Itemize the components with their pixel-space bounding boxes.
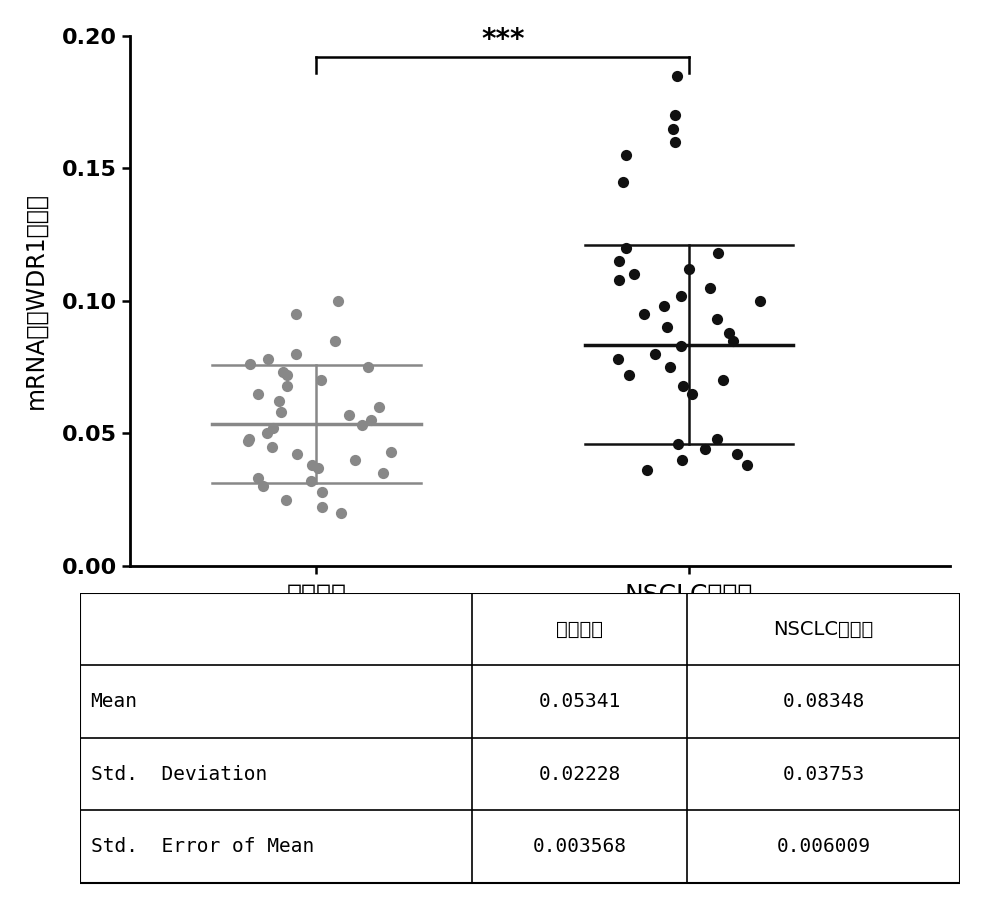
Point — [354, 418, 370, 433]
Point — [314, 484, 330, 498]
Point — [375, 466, 391, 480]
Point — [611, 272, 627, 286]
Point — [250, 386, 266, 401]
Point — [273, 405, 289, 419]
Point — [725, 333, 741, 348]
Point — [303, 474, 319, 489]
Point — [659, 321, 675, 335]
Point — [673, 288, 689, 303]
Point — [697, 442, 713, 456]
Point — [242, 357, 258, 372]
Point — [371, 400, 387, 414]
Point — [621, 368, 637, 383]
Point — [709, 313, 725, 327]
Point — [330, 294, 346, 308]
Point — [240, 434, 256, 448]
Point — [250, 471, 266, 486]
Text: Std.  Error of Mean: Std. Error of Mean — [91, 837, 314, 857]
Text: NSCLC癌组织: NSCLC癌组织 — [773, 620, 874, 638]
Point — [314, 500, 330, 515]
Point — [673, 339, 689, 353]
Text: 0.08348: 0.08348 — [782, 692, 865, 711]
Point — [289, 447, 305, 462]
Point — [255, 480, 271, 494]
Y-axis label: mRNA水平WDR1的表达: mRNA水平WDR1的表达 — [24, 192, 48, 409]
Point — [310, 461, 326, 475]
Point — [610, 352, 626, 366]
Point — [333, 506, 349, 520]
Text: 0.003568: 0.003568 — [532, 837, 626, 857]
Point — [278, 492, 294, 506]
Text: 0.006009: 0.006009 — [777, 837, 871, 857]
Point — [288, 307, 304, 321]
Point — [313, 374, 329, 388]
Point — [639, 463, 655, 478]
Point — [626, 268, 642, 282]
Point — [667, 109, 683, 123]
Point — [304, 458, 320, 472]
Point — [264, 439, 280, 453]
Text: 0.03753: 0.03753 — [782, 765, 865, 784]
Point — [684, 386, 700, 401]
Point — [383, 445, 399, 459]
Point — [674, 453, 690, 467]
Point — [709, 431, 725, 445]
Point — [360, 360, 376, 374]
Point — [260, 352, 276, 366]
Point — [739, 458, 755, 472]
Point — [618, 148, 634, 163]
Point — [675, 378, 691, 392]
Point — [670, 436, 686, 451]
Point — [275, 365, 291, 380]
Point — [710, 246, 726, 260]
Point — [702, 280, 718, 295]
Point — [279, 368, 295, 383]
Point — [279, 378, 295, 392]
Point — [288, 347, 304, 361]
Point — [715, 374, 731, 388]
Point — [241, 431, 257, 445]
Point — [721, 325, 737, 339]
Text: 0.02228: 0.02228 — [538, 765, 621, 784]
Point — [752, 294, 768, 308]
Point — [636, 307, 652, 321]
Text: Std.  Deviation: Std. Deviation — [91, 765, 267, 784]
Text: ***: *** — [481, 26, 524, 55]
Point — [327, 333, 343, 348]
Point — [259, 427, 275, 441]
Text: 正常组织: 正常组织 — [556, 620, 603, 638]
Point — [265, 421, 281, 436]
Point — [341, 408, 357, 422]
Point — [669, 68, 685, 83]
Point — [662, 360, 678, 374]
Point — [611, 254, 627, 269]
Point — [647, 347, 663, 361]
Point — [363, 413, 379, 427]
Point — [347, 453, 363, 467]
Point — [618, 241, 634, 255]
Text: Mean: Mean — [91, 692, 138, 711]
Point — [656, 299, 672, 313]
Point — [615, 174, 631, 189]
Point — [667, 135, 683, 149]
Point — [729, 447, 745, 462]
Point — [681, 262, 697, 277]
Text: 0.05341: 0.05341 — [538, 692, 621, 711]
Point — [271, 394, 287, 409]
Point — [665, 121, 681, 136]
